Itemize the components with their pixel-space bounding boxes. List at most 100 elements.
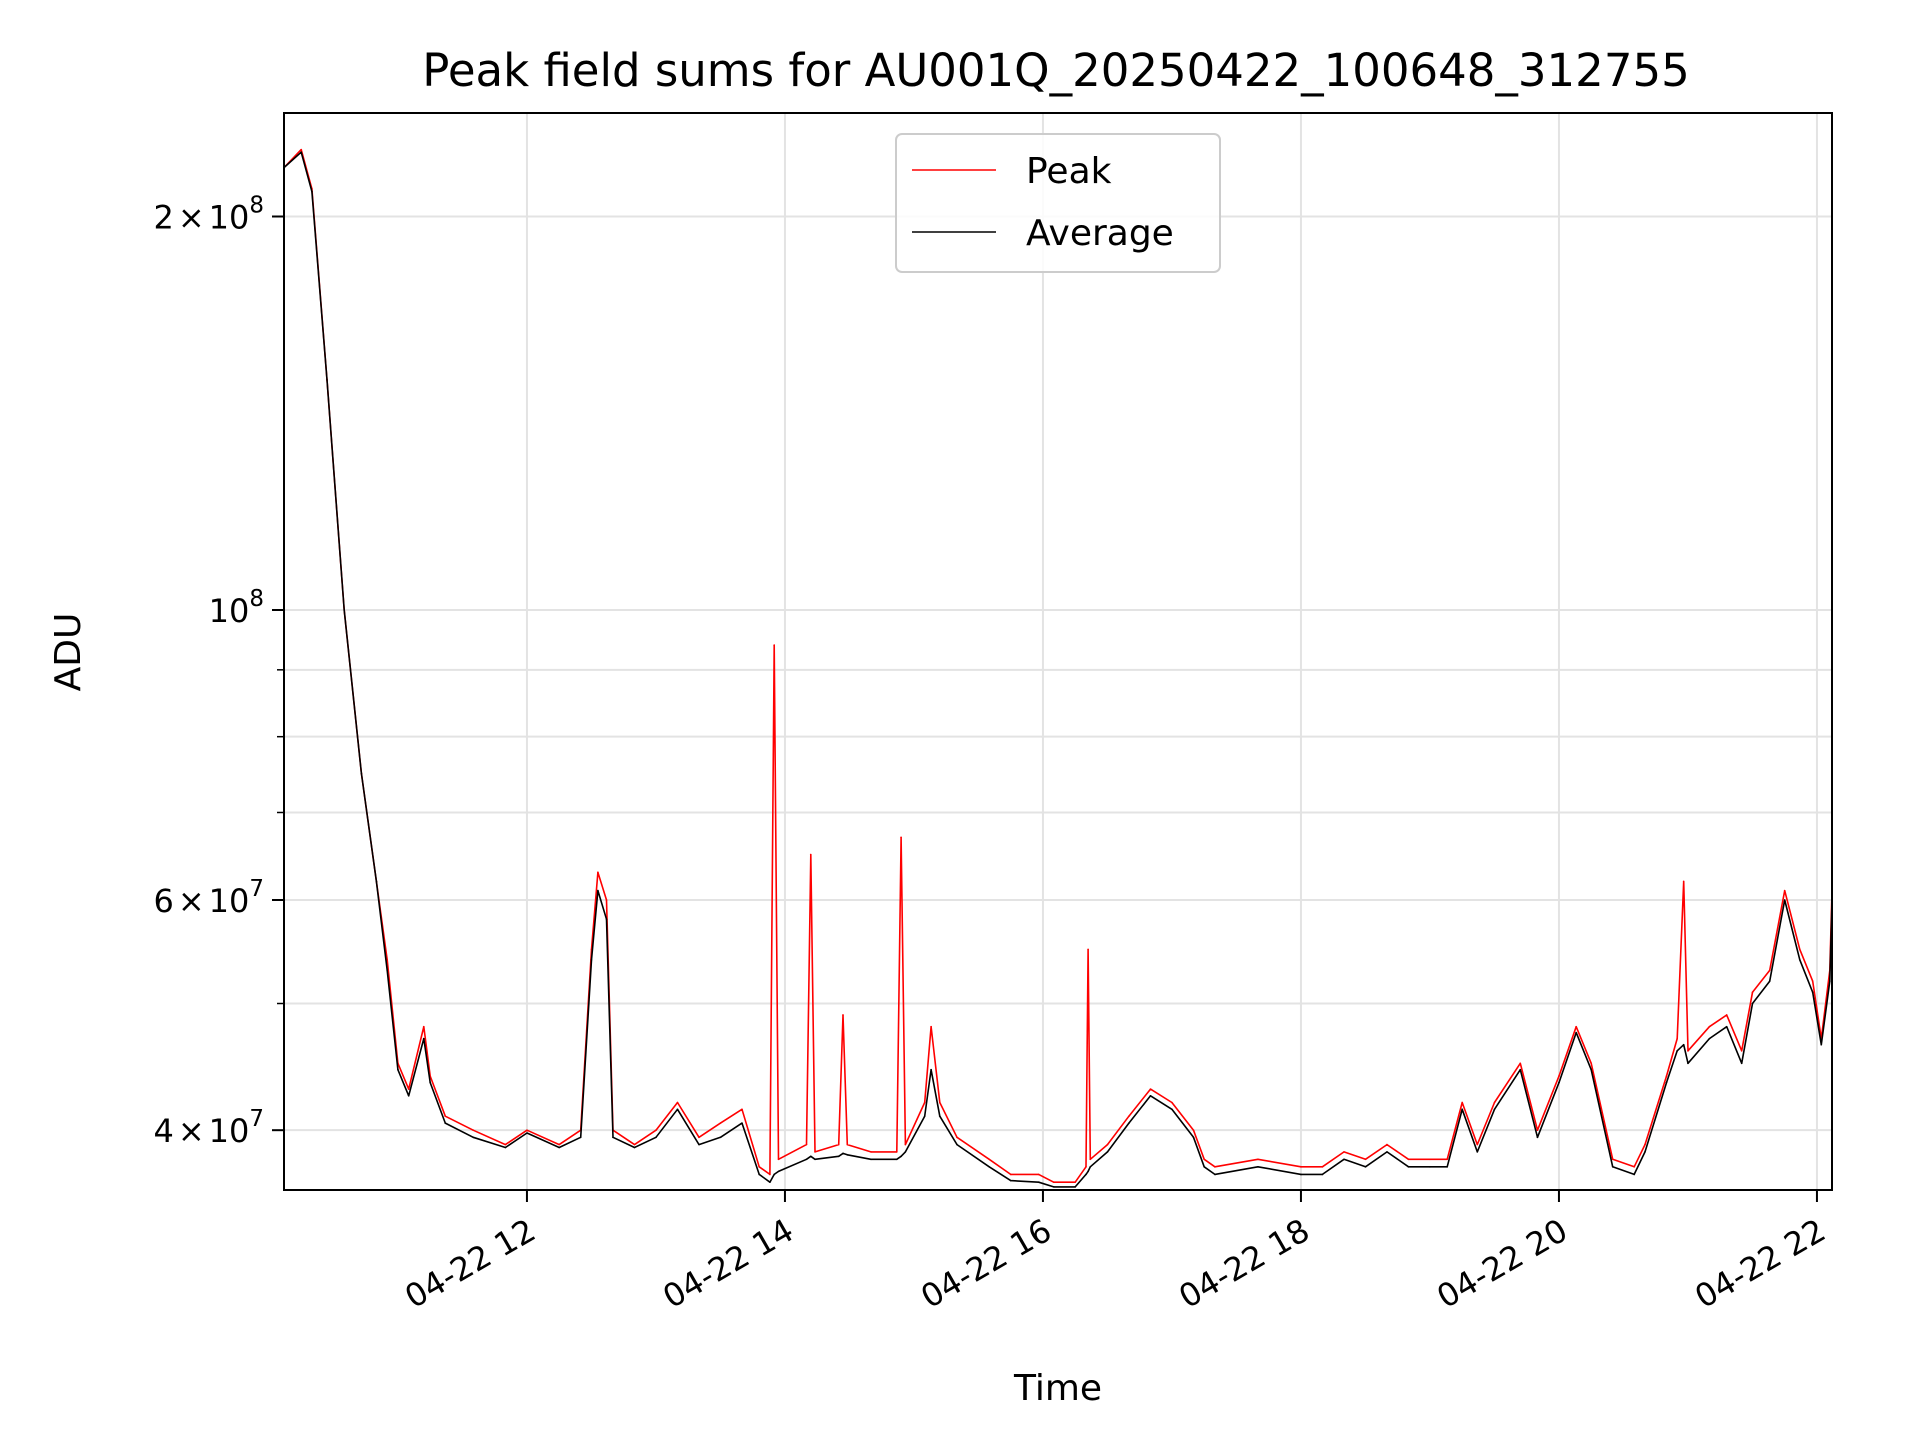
data-point-peak bbox=[1128, 1115, 1130, 1117]
data-point-average bbox=[1783, 899, 1786, 901]
data-point-peak bbox=[1343, 1151, 1345, 1153]
data-point-peak bbox=[1106, 1143, 1109, 1146]
y-tick-label: 2 × 108 bbox=[153, 193, 264, 237]
data-point-average bbox=[1811, 991, 1814, 994]
data-point-peak bbox=[1783, 889, 1786, 892]
data-point-average bbox=[605, 918, 608, 921]
data-point-average bbox=[444, 1122, 447, 1124]
data-point-average bbox=[422, 1037, 425, 1040]
data-point-peak bbox=[1725, 1014, 1728, 1016]
data-point-peak bbox=[1446, 1158, 1448, 1161]
data-point-average bbox=[397, 1068, 399, 1071]
data-point-peak bbox=[773, 644, 775, 646]
data-point-peak bbox=[719, 1122, 722, 1124]
data-point-peak bbox=[741, 1108, 743, 1111]
data-point-peak bbox=[605, 899, 608, 901]
data-point-peak bbox=[1476, 1143, 1479, 1146]
data-point-peak bbox=[1037, 1173, 1040, 1176]
data-point-average bbox=[597, 889, 599, 892]
data-point-average bbox=[1519, 1068, 1522, 1071]
data-point-average bbox=[814, 1158, 816, 1161]
data-point-average bbox=[1052, 1186, 1055, 1188]
data-point-peak bbox=[698, 1136, 700, 1139]
data-point-peak bbox=[422, 1025, 425, 1028]
data-point-peak bbox=[300, 148, 303, 151]
data-point-average bbox=[837, 1155, 840, 1158]
data-point-average bbox=[777, 1170, 780, 1173]
data-point-average bbox=[870, 1158, 872, 1161]
data-point-peak bbox=[444, 1115, 447, 1117]
data-point-average bbox=[1740, 1062, 1743, 1065]
data-point-average bbox=[504, 1146, 507, 1149]
data-point-peak bbox=[777, 1158, 780, 1161]
data-point-peak bbox=[1203, 1158, 1205, 1161]
data-point-average bbox=[842, 1152, 844, 1155]
data-point-average bbox=[1829, 980, 1831, 983]
data-point-peak bbox=[1085, 1166, 1087, 1168]
data-point-peak bbox=[1682, 880, 1685, 883]
data-point-peak bbox=[1461, 1101, 1463, 1104]
data-point-average bbox=[633, 1146, 636, 1149]
data-point-average bbox=[1074, 1186, 1076, 1188]
data-point-average bbox=[676, 1108, 679, 1111]
data-point-peak bbox=[758, 1166, 760, 1168]
data-point-average bbox=[1257, 1166, 1259, 1168]
y-axis-label: ADU bbox=[48, 613, 89, 692]
data-point-average bbox=[558, 1146, 560, 1149]
data-point-average bbox=[1343, 1158, 1345, 1161]
legend-box bbox=[895, 133, 1221, 273]
legend-label-peak: Peak bbox=[1026, 151, 1112, 192]
data-point-peak bbox=[1364, 1158, 1367, 1161]
plot-frame bbox=[283, 112, 1833, 1191]
data-point-average bbox=[938, 1115, 941, 1117]
data-point-average bbox=[1493, 1108, 1496, 1111]
data-point-average bbox=[1321, 1173, 1324, 1176]
data-point-peak bbox=[1575, 1025, 1577, 1028]
data-point-peak bbox=[846, 1143, 849, 1146]
y-tick-label: 6 × 107 bbox=[153, 876, 264, 920]
chart-title: Peak field sums for AU001Q_20250422_1006… bbox=[422, 44, 1689, 97]
data-point-peak bbox=[904, 1143, 907, 1146]
data-point-peak bbox=[407, 1088, 410, 1090]
data-point-peak bbox=[1009, 1173, 1012, 1176]
data-point-average bbox=[1364, 1166, 1367, 1168]
data-point-peak bbox=[1811, 980, 1814, 983]
data-point-average bbox=[1682, 1043, 1685, 1046]
data-point-average bbox=[472, 1136, 475, 1139]
data-point-peak bbox=[1074, 1181, 1076, 1183]
data-point-average bbox=[1676, 1050, 1678, 1052]
data-point-average bbox=[769, 1181, 771, 1183]
data-point-peak bbox=[633, 1143, 636, 1146]
data-point-average bbox=[1461, 1108, 1463, 1111]
data-point-average bbox=[900, 1155, 902, 1158]
data-point-average bbox=[1214, 1173, 1216, 1176]
data-point-average bbox=[758, 1173, 760, 1176]
data-point-average bbox=[930, 1068, 932, 1071]
data-point-average bbox=[1407, 1166, 1410, 1168]
data-point-average bbox=[1446, 1166, 1448, 1168]
data-point-average bbox=[1708, 1037, 1711, 1040]
data-point-peak bbox=[1087, 948, 1089, 951]
data-point-average bbox=[956, 1143, 958, 1146]
data-point-average bbox=[904, 1151, 907, 1153]
data-point-peak bbox=[1644, 1143, 1646, 1146]
data-point-peak bbox=[676, 1101, 679, 1104]
data-point-peak bbox=[1519, 1062, 1522, 1065]
data-point-peak bbox=[1149, 1088, 1152, 1090]
data-point-average bbox=[386, 969, 389, 972]
data-point-peak bbox=[1611, 1158, 1614, 1161]
data-point-average bbox=[1633, 1173, 1635, 1176]
data-point-average bbox=[1768, 980, 1771, 983]
data-point-average bbox=[579, 1136, 582, 1139]
data-point-peak bbox=[923, 1101, 926, 1104]
data-point-average bbox=[895, 1158, 898, 1161]
data-point-average bbox=[923, 1115, 926, 1117]
data-point-average bbox=[1536, 1136, 1539, 1139]
data-point-average bbox=[343, 609, 346, 611]
data-point-peak bbox=[526, 1129, 528, 1131]
data-point-peak bbox=[1089, 1158, 1092, 1161]
data-point-peak bbox=[1386, 1143, 1388, 1146]
data-point-average bbox=[1009, 1179, 1012, 1182]
data-point-peak bbox=[1192, 1129, 1195, 1131]
